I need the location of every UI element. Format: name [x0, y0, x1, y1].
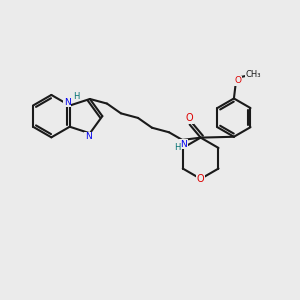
- Text: CH₃: CH₃: [246, 70, 261, 79]
- Text: N: N: [64, 98, 71, 106]
- Text: H: H: [174, 143, 181, 152]
- Text: N: N: [85, 132, 92, 141]
- Text: O: O: [197, 174, 205, 184]
- Text: H: H: [73, 92, 80, 100]
- Text: O: O: [185, 113, 193, 123]
- Text: O: O: [234, 76, 241, 85]
- Text: N: N: [180, 140, 187, 148]
